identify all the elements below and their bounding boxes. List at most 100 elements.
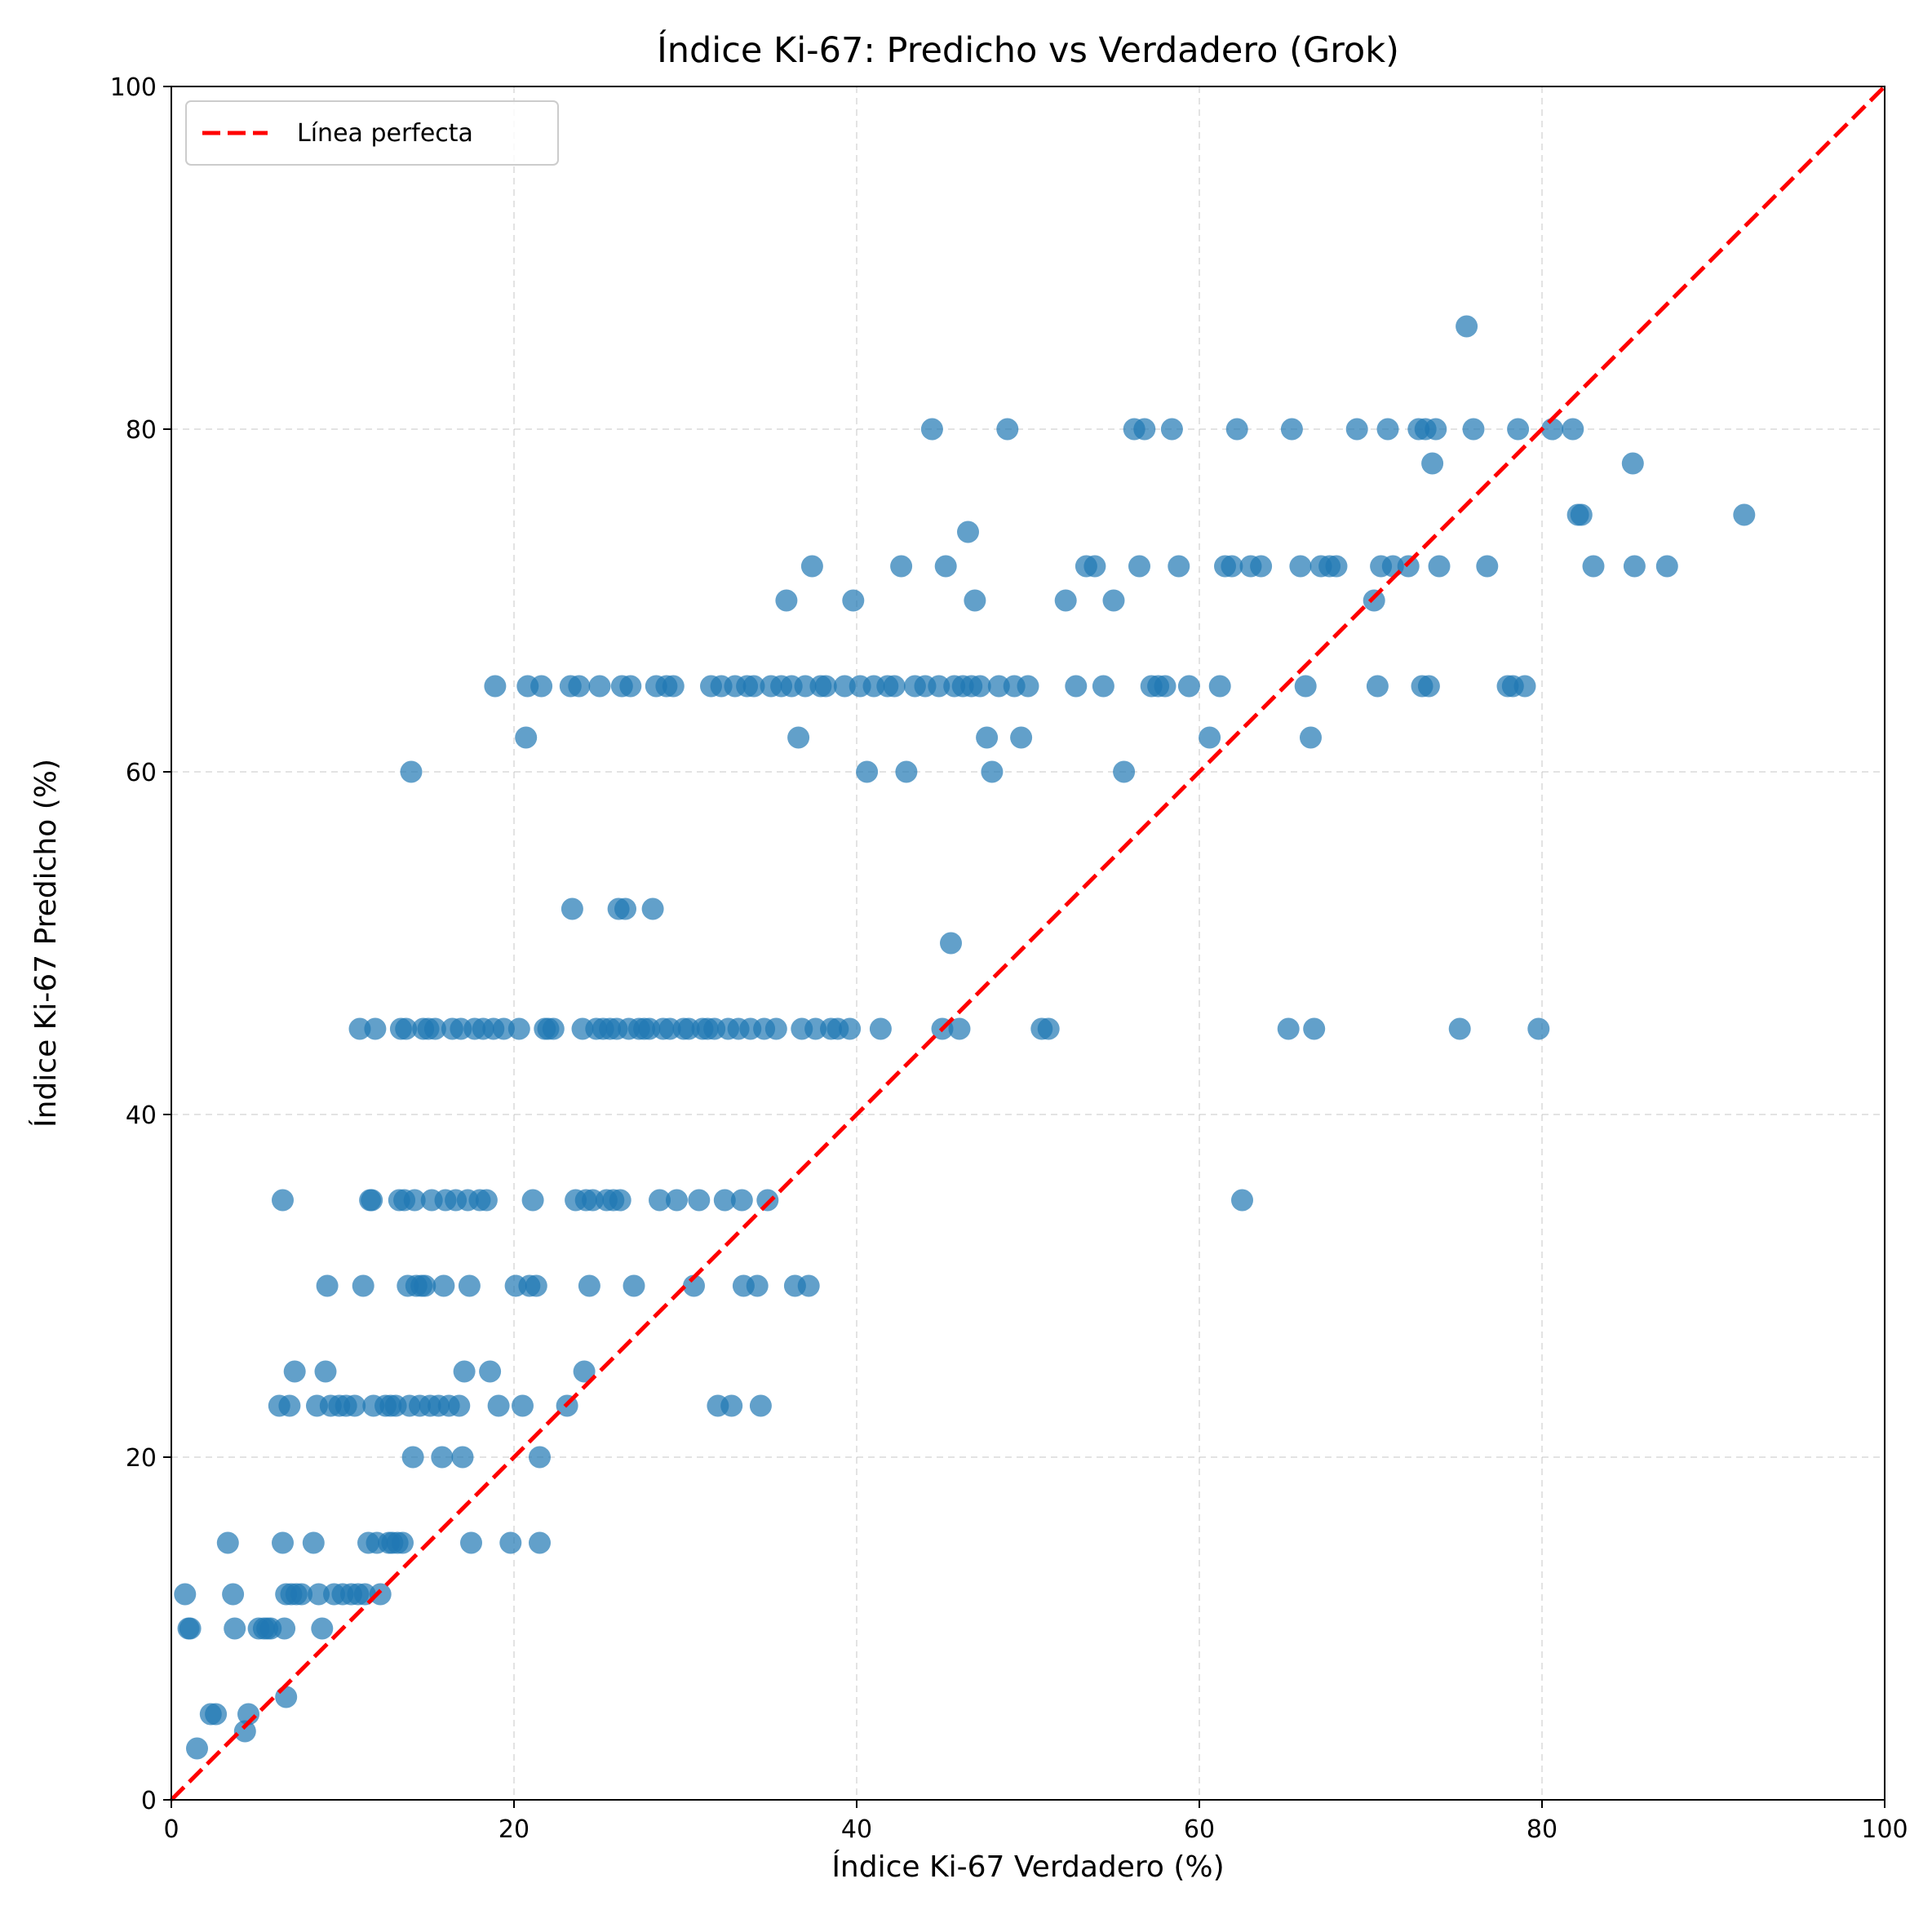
data-point	[432, 1274, 455, 1297]
data-point	[964, 589, 986, 612]
data-point	[1325, 555, 1348, 578]
data-point	[1456, 315, 1478, 338]
data-point	[343, 1394, 366, 1417]
data-point	[1168, 555, 1190, 578]
data-point	[890, 555, 913, 578]
data-point	[1199, 726, 1221, 749]
data-point	[1054, 589, 1077, 612]
data-point	[1294, 675, 1317, 698]
data-point	[1621, 452, 1644, 475]
data-point	[742, 675, 765, 698]
data-point	[222, 1583, 245, 1606]
data-point	[369, 1583, 392, 1606]
data-point	[401, 1446, 424, 1469]
y-axis-title: Índice Ki-67 Predicho (%)	[29, 759, 63, 1128]
data-point	[787, 726, 810, 749]
data-point	[1277, 1017, 1300, 1040]
data-point	[713, 1189, 736, 1212]
data-point	[1527, 1017, 1550, 1040]
y-tick-label: 60	[126, 759, 157, 787]
data-point	[1065, 675, 1088, 698]
data-point	[361, 1189, 383, 1212]
data-point	[987, 675, 1010, 698]
data-point	[1428, 555, 1451, 578]
y-tick-label: 0	[141, 1787, 157, 1815]
data-point	[683, 1274, 705, 1297]
data-point	[957, 521, 979, 543]
data-points	[174, 315, 1756, 1760]
data-point	[308, 1583, 330, 1606]
data-point	[1102, 589, 1125, 612]
data-point	[614, 897, 636, 920]
data-point	[1177, 675, 1200, 698]
data-point	[525, 1274, 547, 1297]
data-point	[484, 675, 507, 698]
data-point	[273, 1617, 296, 1640]
data-point	[623, 1274, 645, 1297]
data-point	[1462, 418, 1485, 441]
data-point	[609, 1189, 631, 1212]
data-point	[487, 1394, 510, 1417]
y-tick-label: 100	[110, 73, 157, 102]
data-point	[1397, 555, 1420, 578]
data-point	[883, 675, 906, 698]
data-point	[1570, 503, 1593, 526]
data-point	[1113, 760, 1136, 783]
data-point	[529, 1446, 551, 1469]
axis-ticks: 0 20 40 60 80 100 0 20 40 60 80 100	[110, 73, 1908, 1844]
data-point	[1280, 418, 1303, 441]
x-axis-title: Índice Ki-67 Verdadero (%)	[831, 1850, 1224, 1884]
data-point	[1376, 418, 1399, 441]
data-point	[302, 1531, 325, 1554]
data-point	[233, 1720, 256, 1743]
data-point	[775, 589, 798, 612]
data-point	[948, 1017, 971, 1040]
data-point	[746, 1274, 769, 1297]
data-point	[186, 1737, 208, 1760]
data-point	[1160, 418, 1183, 441]
data-point	[688, 1189, 711, 1212]
data-point	[364, 1017, 387, 1040]
data-point	[976, 726, 999, 749]
data-point	[1300, 726, 1322, 749]
data-point	[934, 555, 957, 578]
data-point	[730, 1189, 753, 1212]
data-point	[521, 1189, 544, 1212]
data-point	[573, 1360, 596, 1383]
data-point	[561, 897, 583, 920]
data-point	[499, 1531, 522, 1554]
x-tick-label: 0	[163, 1815, 179, 1844]
data-point	[804, 1017, 827, 1040]
data-point	[283, 1360, 306, 1383]
y-tick-label: 80	[126, 416, 157, 445]
data-point	[423, 1017, 446, 1040]
data-point	[814, 675, 837, 698]
data-point	[1507, 418, 1530, 441]
data-point	[764, 1017, 787, 1040]
data-point	[588, 675, 611, 698]
data-point	[1208, 675, 1231, 698]
legend: Línea perfecta	[185, 100, 559, 166]
data-point	[641, 897, 664, 920]
data-point	[224, 1617, 246, 1640]
data-point	[1128, 555, 1150, 578]
data-point	[1513, 675, 1536, 698]
plot-frame	[171, 86, 1885, 1801]
data-point	[619, 675, 642, 698]
data-point	[833, 675, 856, 698]
data-point	[1476, 555, 1499, 578]
data-point	[1655, 555, 1678, 578]
data-point	[311, 1617, 334, 1640]
data-point	[1303, 1017, 1326, 1040]
chart-title: Índice Ki-67: Predicho vs Verdadero (Gro…	[657, 29, 1399, 71]
data-point	[842, 589, 865, 612]
data-point	[290, 1583, 313, 1606]
data-point	[968, 675, 991, 698]
data-point	[542, 1017, 565, 1040]
data-point	[578, 1274, 600, 1297]
data-point	[662, 675, 685, 698]
data-point	[1225, 418, 1248, 441]
y-tick-label: 20	[126, 1444, 157, 1473]
data-point	[414, 1274, 436, 1297]
